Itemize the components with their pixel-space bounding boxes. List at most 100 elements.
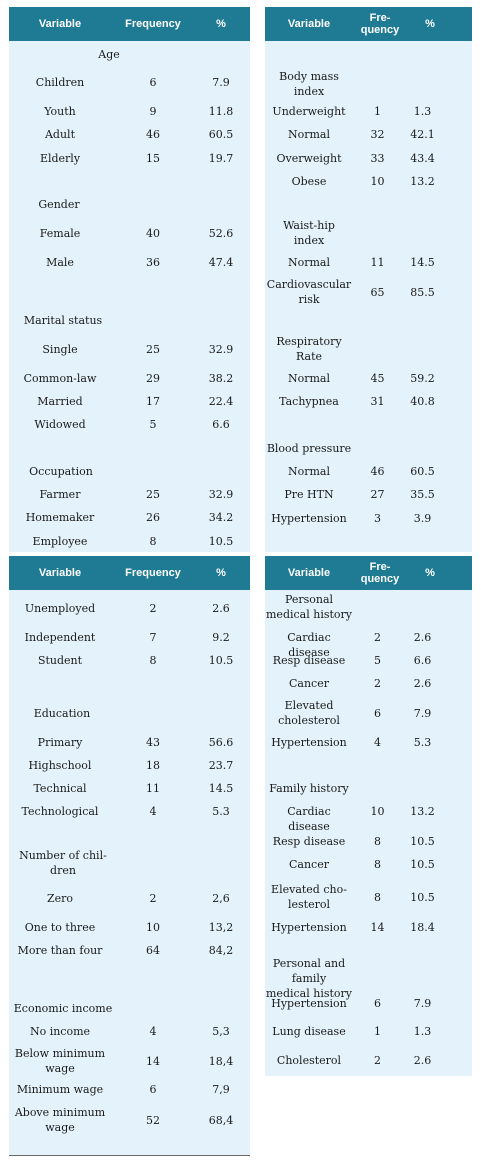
percent-cell: 34.2 bbox=[208, 511, 234, 524]
header-percent: % bbox=[216, 567, 226, 579]
category-label: Personal and family medical history bbox=[266, 957, 352, 1000]
percent-cell: 1.3 bbox=[413, 1025, 432, 1038]
frequency-cell: 7 bbox=[149, 631, 157, 644]
table-header: Variable Fre- quency % bbox=[265, 7, 472, 41]
percent-cell: 84,2 bbox=[208, 944, 234, 957]
percent-cell: 13.2 bbox=[410, 175, 435, 188]
percent-cell: 14.5 bbox=[208, 782, 234, 795]
variable-label: Normal bbox=[287, 128, 330, 141]
variable-label: Homemaker bbox=[25, 511, 95, 524]
variable-label: Technological bbox=[21, 805, 99, 818]
frequency-cell: 8 bbox=[374, 835, 381, 848]
table-top-left: Variable Frequency % Age Children 6 7.9 Yout… bbox=[9, 7, 250, 552]
frequency-cell: 2 bbox=[374, 1054, 381, 1067]
variable-label: Primary bbox=[37, 736, 83, 749]
table-bottom-left: Variable Frequency % Unemployed 2 2.6 Indep… bbox=[9, 556, 250, 1156]
variable-label: Overweight bbox=[276, 152, 342, 165]
category-label: Economic income bbox=[13, 1002, 113, 1015]
percent-cell: 10.5 bbox=[410, 835, 435, 848]
frequency-cell: 6 bbox=[374, 997, 381, 1010]
variable-label: Elevated cho- lesterol bbox=[271, 883, 347, 911]
percent-cell: 18.4 bbox=[410, 921, 435, 934]
variable-label: Farmer bbox=[39, 488, 81, 501]
frequency-cell: 3 bbox=[374, 512, 381, 525]
frequency-cell: 5 bbox=[149, 418, 157, 431]
variable-label: Highschool bbox=[28, 759, 92, 772]
header-variable: Variable bbox=[287, 18, 331, 30]
frequency-cell: 18 bbox=[146, 759, 160, 772]
frequency-cell: 4 bbox=[149, 805, 157, 818]
variable-label: Normal bbox=[287, 256, 330, 269]
percent-cell: 10.5 bbox=[208, 654, 234, 667]
percent-cell: 2.6 bbox=[413, 1054, 432, 1067]
frequency-cell: 1 bbox=[374, 105, 381, 118]
variable-label: Cancer bbox=[289, 858, 329, 871]
header-frequency: Frequency bbox=[125, 18, 181, 30]
variable-label: Male bbox=[46, 256, 74, 269]
variable-label: Hypertension bbox=[271, 736, 347, 749]
frequency-cell: 10 bbox=[370, 805, 385, 818]
variable-label: Pre HTN bbox=[284, 488, 334, 501]
frequency-cell: 2 bbox=[149, 602, 157, 615]
frequency-cell: 43 bbox=[146, 736, 160, 749]
percent-cell: 2,6 bbox=[212, 892, 230, 905]
variable-label: Resp disease bbox=[272, 654, 346, 667]
variable-label: Cholesterol bbox=[276, 1054, 342, 1067]
frequency-cell: 15 bbox=[146, 152, 160, 165]
percent-cell: 9.2 bbox=[212, 631, 230, 644]
frequency-cell: 11 bbox=[146, 782, 160, 795]
frequency-cell: 29 bbox=[146, 372, 160, 385]
variable-label: Youth bbox=[44, 105, 76, 118]
frequency-cell: 32 bbox=[370, 128, 385, 141]
table-bottom-rule bbox=[9, 1155, 250, 1156]
frequency-cell: 17 bbox=[146, 395, 160, 408]
frequency-cell: 65 bbox=[370, 286, 385, 299]
percent-cell: 7,9 bbox=[212, 1083, 230, 1096]
category-label: Gender bbox=[38, 198, 80, 211]
header-frequency: Frequency bbox=[125, 567, 181, 579]
header-variable: Variable bbox=[287, 567, 331, 579]
frequency-cell: 2 bbox=[374, 631, 381, 644]
frequency-cell: 31 bbox=[370, 395, 385, 408]
percent-cell: 13,2 bbox=[208, 921, 234, 934]
category-label: Family history bbox=[269, 782, 349, 795]
variable-label: Underweight bbox=[272, 105, 346, 118]
percent-cell: 32.9 bbox=[208, 488, 234, 501]
table-header: Variable Frequency % bbox=[9, 556, 250, 590]
table-header: Variable Frequency % bbox=[9, 7, 250, 41]
frequency-cell: 64 bbox=[146, 944, 160, 957]
frequency-cell: 2 bbox=[374, 677, 381, 690]
percent-cell: 52.6 bbox=[208, 227, 234, 240]
category-label: Number of chil- dren bbox=[19, 849, 107, 877]
variable-label: More than four bbox=[17, 944, 103, 957]
frequency-cell: 45 bbox=[370, 372, 385, 385]
frequency-cell: 8 bbox=[374, 858, 381, 871]
percent-cell: 2.6 bbox=[413, 631, 432, 644]
variable-label: Children bbox=[35, 76, 85, 89]
frequency-cell: 36 bbox=[146, 256, 160, 269]
header-frequency: Fre- quency bbox=[360, 12, 400, 36]
percent-cell: 6.6 bbox=[212, 418, 230, 431]
variable-label: Hypertension bbox=[271, 921, 347, 934]
percent-cell: 7.9 bbox=[413, 707, 432, 720]
category-label: Body mass index bbox=[279, 70, 339, 98]
category-label: Blood pressure bbox=[266, 442, 352, 455]
header-percent: % bbox=[425, 567, 435, 579]
frequency-cell: 6 bbox=[374, 707, 381, 720]
variable-label: Zero bbox=[46, 892, 74, 905]
header-percent: % bbox=[216, 18, 226, 30]
frequency-cell: 27 bbox=[370, 488, 385, 501]
frequency-cell: 10 bbox=[370, 175, 385, 188]
table-bottom-right: Variable Fre- quency % Personal medical … bbox=[265, 556, 472, 1076]
variable-label: Technical bbox=[33, 782, 87, 795]
percent-cell: 43.4 bbox=[410, 152, 435, 165]
header-variable: Variable bbox=[38, 567, 82, 579]
percent-cell: 7.9 bbox=[413, 997, 432, 1010]
frequency-cell: 33 bbox=[370, 152, 385, 165]
variable-label: Common-law bbox=[23, 372, 97, 385]
frequency-cell: 14 bbox=[146, 1055, 160, 1068]
frequency-cell: 2 bbox=[149, 892, 157, 905]
variable-label: Employee bbox=[32, 535, 88, 548]
percent-cell: 5.3 bbox=[212, 805, 230, 818]
percent-cell: 10.5 bbox=[410, 891, 435, 904]
